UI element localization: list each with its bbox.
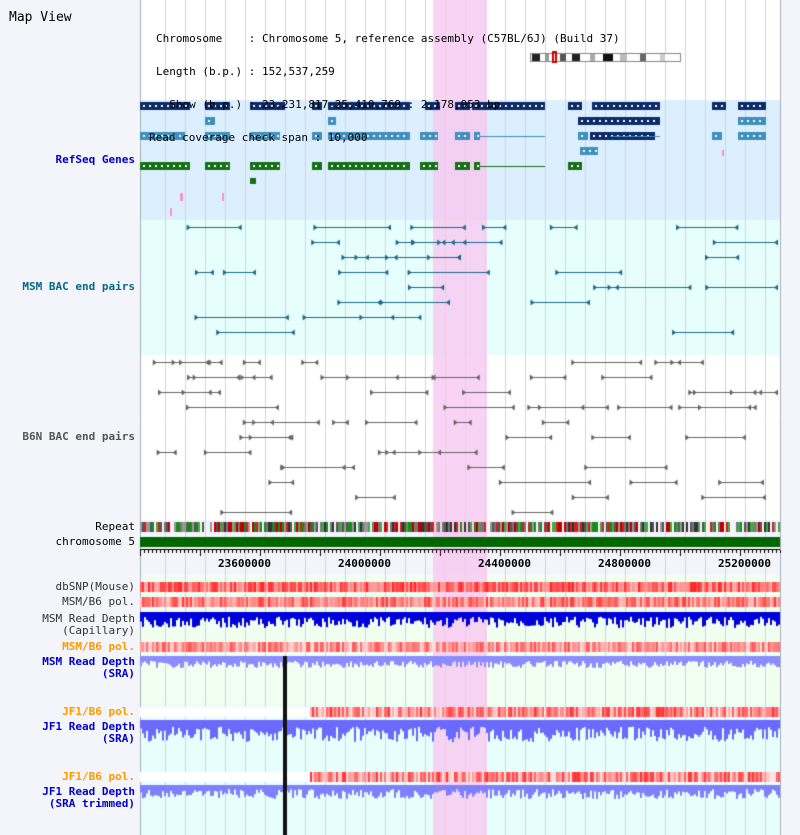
page-title: Map View	[9, 10, 72, 25]
coverage-span-info: Read coverage check span : 10,000	[149, 131, 368, 144]
track-label-chromosome: chromosome 5	[55, 535, 135, 548]
show-range-info: Show (b.p.) : 23,231,817-25,410,769 : 2,…	[156, 98, 501, 111]
track-label-jf1-pol-1: JF1/B6 pol.	[62, 705, 135, 718]
track-label-msm-pol-2: MSM/B6 pol.	[62, 640, 135, 653]
axis-tick-label: 24400000	[478, 557, 531, 570]
axis-tick-labels: 23600000 24000000 24400000 24800000 2520…	[140, 557, 780, 571]
axis-tick-label: 24800000	[598, 557, 651, 570]
track-label-msm-depth-capillary: MSM Read Depth (Capillary)	[42, 612, 135, 637]
chromosome-info: Chromosome : Chromosome 5, reference ass…	[156, 32, 620, 45]
track-label-jf1-pol-2: JF1/B6 pol.	[62, 770, 135, 783]
axis-tick-label: 24000000	[338, 557, 391, 570]
track-label-msm-bac[interactable]: MSM BAC end pairs	[22, 280, 135, 293]
track-label-msm-pol-1: MSM/B6 pol.	[62, 595, 135, 608]
axis-tick-label: 25200000	[718, 557, 771, 570]
track-label-jf1-depth-trimmed: JF1 Read Depth (SRA trimmed)	[42, 785, 135, 810]
track-label-jf1-depth-sra: JF1 Read Depth (SRA)	[42, 720, 135, 745]
axis-tick-label: 23600000	[218, 557, 271, 570]
track-label-repeat: Repeat	[95, 520, 135, 533]
track-label-dbsnp: dbSNP(Mouse)	[55, 580, 135, 593]
track-label-msm-depth-sra: MSM Read Depth (SRA)	[42, 655, 135, 680]
region-info: Chromosome : Chromosome 5, reference ass…	[140, 11, 620, 154]
length-info: Length (b.p.) : 152,537,259	[156, 65, 335, 78]
track-label-refseq[interactable]: RefSeq Genes	[55, 153, 135, 166]
track-label-b6n-bac[interactable]: B6N BAC end pairs	[22, 430, 135, 443]
